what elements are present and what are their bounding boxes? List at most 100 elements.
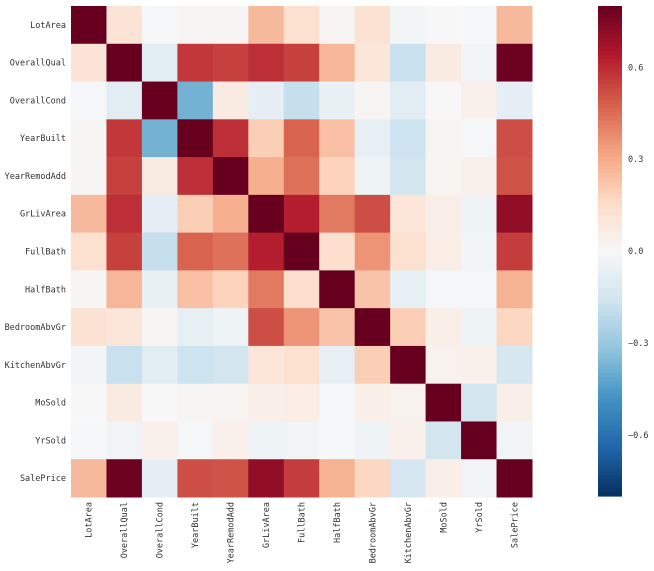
colorbar-segment xyxy=(598,38,622,44)
colorbar-segment xyxy=(598,206,622,211)
heatmap-cell xyxy=(71,345,107,385)
colorbar-segment xyxy=(598,263,622,268)
heatmap-cell xyxy=(354,81,391,120)
heatmap-cell xyxy=(283,6,320,45)
colorbar-segment xyxy=(598,291,622,297)
heatmap-cell xyxy=(283,194,320,234)
colorbar-segment xyxy=(598,438,622,444)
heatmap-cell xyxy=(71,157,107,196)
heatmap-cell xyxy=(248,421,285,460)
colorbar-segment xyxy=(598,50,622,56)
heatmap-cell xyxy=(177,345,214,385)
heatmap-cell xyxy=(390,81,427,120)
heatmap-cell xyxy=(461,232,498,271)
heatmap-cell xyxy=(248,383,285,422)
colorbar-segment xyxy=(598,177,622,183)
colorbar-segment xyxy=(598,434,622,440)
colorbar-segment xyxy=(598,128,622,134)
colorbar-segment xyxy=(598,193,622,199)
colorbar-segment xyxy=(598,463,622,469)
heatmap-cell xyxy=(319,157,356,196)
heatmap-cell xyxy=(425,383,462,422)
colorbar-segment xyxy=(598,75,622,81)
heatmap-cell xyxy=(425,194,462,234)
y-tick-label: SalePrice xyxy=(20,474,66,484)
heatmap-cell xyxy=(141,43,178,83)
heatmap-cell xyxy=(212,43,249,83)
heatmap-cell xyxy=(177,308,214,347)
colorbar-segment xyxy=(598,442,622,448)
heatmap-cell xyxy=(425,232,462,271)
colorbar-segment xyxy=(598,214,622,219)
heatmap-cell xyxy=(248,345,285,385)
colorbar-segment xyxy=(598,353,622,358)
heatmap-cell xyxy=(212,459,249,498)
heatmap-cell xyxy=(106,232,143,271)
heatmap-cell xyxy=(390,6,427,45)
colorbar-segment xyxy=(598,385,622,391)
colorbar-segment xyxy=(598,459,622,464)
heatmap-cell xyxy=(496,6,533,45)
heatmap-cell xyxy=(177,6,214,45)
heatmap-cell xyxy=(212,383,249,422)
x-tick-label: OverallCond xyxy=(156,502,166,558)
colorbar-tick-label: 0.3 xyxy=(628,155,643,165)
heatmap-cell xyxy=(71,81,107,120)
heatmap-cell xyxy=(141,6,178,45)
heatmap-cell xyxy=(496,119,533,158)
x-tick-label: OverallQual xyxy=(120,502,130,558)
colorbar-segment xyxy=(598,226,622,232)
y-tick-label: HalfBath xyxy=(25,285,66,295)
colorbar-segment xyxy=(598,393,622,399)
colorbar-segment xyxy=(598,124,622,130)
heatmap-cell xyxy=(496,383,533,422)
colorbar-segment xyxy=(598,259,622,264)
heatmap-cell xyxy=(496,421,533,460)
colorbar-segment xyxy=(598,173,622,179)
heatmap-cell xyxy=(212,232,249,271)
heatmap-cell xyxy=(496,345,533,385)
heatmap-cell xyxy=(248,459,285,498)
heatmap-cell xyxy=(319,345,356,385)
heatmap-cell xyxy=(106,421,143,460)
heatmap-cell xyxy=(390,232,427,271)
heatmap-cell xyxy=(212,194,249,234)
colorbar-segment xyxy=(598,357,622,362)
colorbar-segment xyxy=(598,340,622,346)
heatmap-cell xyxy=(354,459,391,498)
x-tick-label: GrLivArea xyxy=(262,502,272,548)
heatmap-cell xyxy=(177,81,214,120)
colorbar-segment xyxy=(598,169,622,175)
colorbar-segment xyxy=(598,369,622,375)
colorbar-segment xyxy=(598,324,622,330)
heatmap-cell xyxy=(354,270,391,309)
colorbar-segment xyxy=(598,316,622,322)
heatmap-cell xyxy=(212,345,249,385)
heatmap-cell xyxy=(106,119,143,158)
colorbar-segment xyxy=(598,422,622,428)
heatmap-cell xyxy=(71,6,107,45)
heatmap-cell xyxy=(283,270,320,309)
colorbar-segment xyxy=(598,71,622,77)
heatmap-cell xyxy=(71,270,107,309)
colorbar-segment xyxy=(598,410,622,415)
heatmap-cell xyxy=(141,383,178,422)
heatmap-cell xyxy=(177,270,214,309)
heatmap-cell xyxy=(177,157,214,196)
heatmap-cell xyxy=(461,345,498,385)
colorbar-segment xyxy=(598,242,622,248)
y-tick-label: BedroomAbvGr xyxy=(5,323,66,333)
heatmap-cell xyxy=(354,421,391,460)
heatmap-cell xyxy=(354,194,391,234)
colorbar-segment xyxy=(598,67,622,72)
heatmap-cell xyxy=(248,232,285,271)
colorbar-segment xyxy=(598,63,622,68)
colorbar-segment xyxy=(598,26,622,32)
heatmap-cell xyxy=(354,43,391,83)
heatmap-cell xyxy=(248,43,285,83)
heatmap-cell xyxy=(177,194,214,234)
heatmap-cell xyxy=(106,270,143,309)
heatmap-cell xyxy=(319,459,356,498)
heatmap-cell xyxy=(283,119,320,158)
